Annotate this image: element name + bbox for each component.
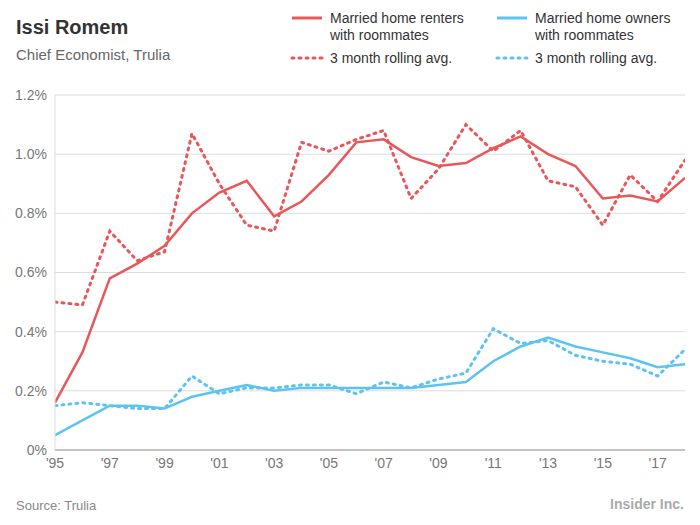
svg-text:'07: '07 <box>375 455 393 471</box>
svg-text:'13: '13 <box>539 455 557 471</box>
svg-text:0.4%: 0.4% <box>15 324 47 340</box>
html-text:Issi Romem: Issi Romem <box>16 16 129 38</box>
svg-text:'09: '09 <box>429 455 447 471</box>
svg-text:'01: '01 <box>210 455 228 471</box>
html-text:3 month rolling avg.: 3 month rolling avg. <box>535 50 658 66</box>
html-text:3 month rolling avg.: 3 month rolling avg. <box>330 50 453 66</box>
svg-text:0.8%: 0.8% <box>15 205 47 221</box>
svg-text:'95: '95 <box>46 455 64 471</box>
svg-text:'05: '05 <box>320 455 338 471</box>
html-text:Source: Trulia: Source: Trulia <box>16 498 97 513</box>
svg-text:0.6%: 0.6% <box>15 264 47 280</box>
svg-text:1.0%: 1.0% <box>15 146 47 162</box>
svg-text:1.2%: 1.2% <box>15 87 47 103</box>
html-text:Insider Inc.: Insider Inc. <box>610 496 684 512</box>
svg-text:'11: '11 <box>485 455 502 471</box>
svg-text:0.2%: 0.2% <box>15 383 47 399</box>
svg-text:'17: '17 <box>648 455 666 471</box>
svg-text:'97: '97 <box>101 455 119 471</box>
html-text:Married home renters with room: Married home renters with roommates <box>330 10 464 43</box>
html-text:Married home owners with roomm: Married home owners with roommates <box>535 10 671 43</box>
svg-text:0%: 0% <box>27 442 47 458</box>
svg-text:'99: '99 <box>155 455 173 471</box>
svg-text:'15: '15 <box>594 455 612 471</box>
svg-text:'03: '03 <box>265 455 283 471</box>
html-text:Chief Economist, Trulia: Chief Economist, Trulia <box>16 46 171 63</box>
